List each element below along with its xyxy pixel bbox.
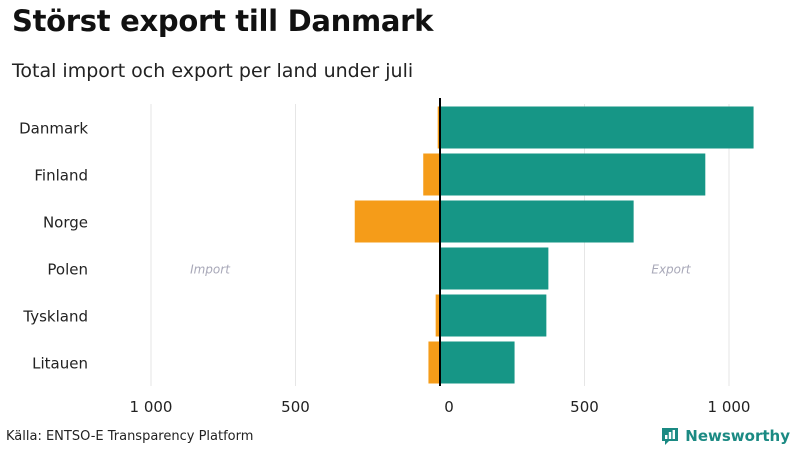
bar-export-polen [440,247,549,290]
category-label-norge: Norge [43,214,88,232]
bar-export-norge [440,200,634,243]
category-label-tyskland: Tyskland [22,308,88,326]
x-tick-label: 0 [444,398,454,416]
bar-import-finland [423,153,440,196]
bar-export-danmark [440,106,754,149]
newsworthy-icon [662,428,679,445]
source-note: Källa: ENTSO-E Transparency Platform [6,429,254,444]
brand-name: Newsworthy [685,427,790,445]
bar-import-litauen [428,341,440,384]
bar-export-finland [440,153,706,196]
x-tick-label: 1 000 [130,398,173,416]
x-tick-label: 500 [570,398,599,416]
bar-import-norge [354,200,440,243]
category-label-polen: Polen [47,261,88,279]
category-label-finland: Finland [34,167,88,185]
brand-logo: Newsworthy [660,426,790,446]
bar-import-tyskland [435,294,440,337]
bar-import-danmark [437,106,440,149]
export-annotation: Export [651,263,692,277]
bar-export-litauen [440,341,515,384]
chart-subtitle: Total import och export per land under j… [12,60,414,82]
category-label-danmark: Danmark [19,120,88,138]
bar-export-tyskland [440,294,547,337]
import-annotation: Import [190,263,231,277]
chart-title: Störst export till Danmark [12,4,434,38]
category-label-litauen: Litauen [32,355,88,373]
x-tick-label: 1 000 [708,398,751,416]
x-tick-label: 500 [281,398,310,416]
